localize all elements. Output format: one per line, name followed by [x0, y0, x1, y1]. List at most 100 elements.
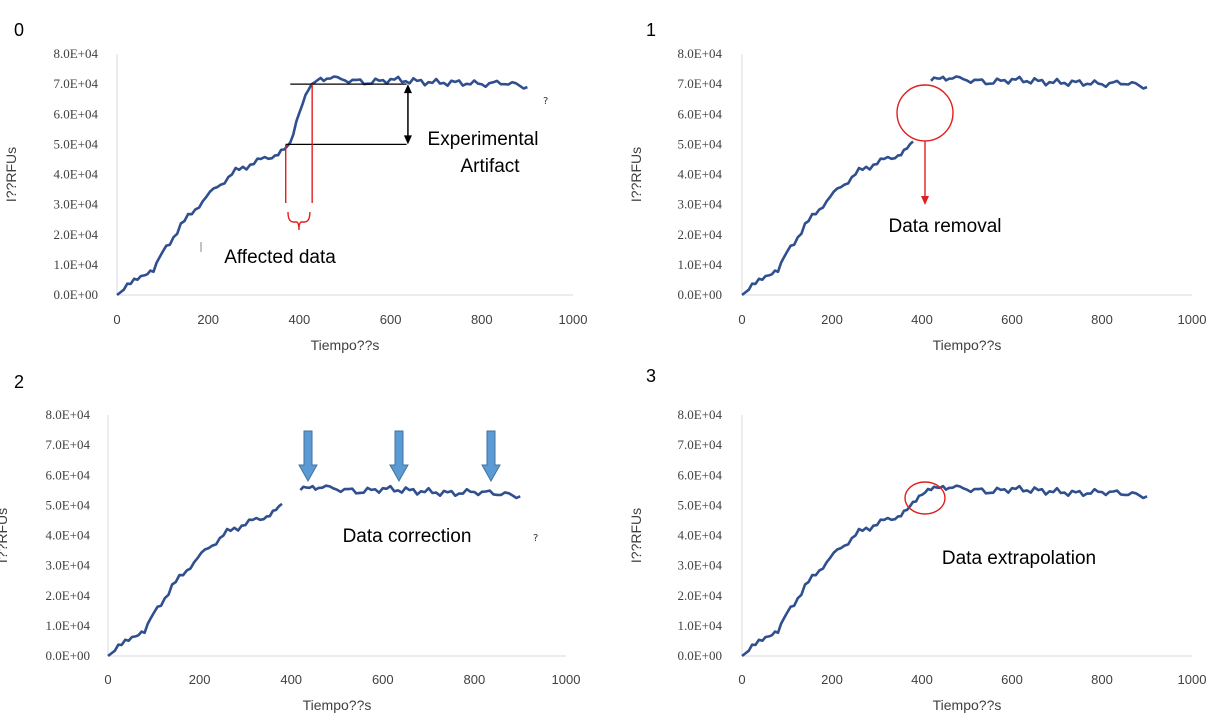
- y-axis-title: I??RFUs: [628, 147, 644, 202]
- annotation-experimental: Experimental: [428, 129, 539, 150]
- y-tick-label: 5.0E+04: [53, 136, 98, 151]
- x-tick-label: 400: [289, 312, 311, 327]
- affected-brace: [287, 211, 311, 231]
- panel-label: 3: [646, 366, 656, 386]
- series-line-1: [299, 484, 521, 500]
- y-tick-label: 5.0E+04: [677, 497, 722, 512]
- x-axis-title: Tiempo??s: [303, 697, 372, 713]
- y-tick-label: 1.0E+04: [45, 618, 90, 633]
- y-tick-label: 7.0E+04: [677, 437, 722, 452]
- y-tick-label: 3.0E+04: [53, 197, 98, 212]
- y-tick-label: 2.0E+04: [677, 588, 722, 603]
- chart-panel-0: 0 0.0E+00 1.0E+04 2.0E+04 3.0E+04 4.0E+04 5.0E…: [3, 20, 587, 353]
- y-tick-label: 0.0E+00: [677, 648, 722, 663]
- x-tick-label: 800: [471, 312, 493, 327]
- y-tick-label: 4.0E+04: [677, 528, 722, 543]
- x-tick-label: 600: [1001, 672, 1023, 687]
- removal-arrowhead: [921, 196, 929, 205]
- annotation-affected-data: Affected data: [224, 247, 336, 268]
- arrowhead-down: [403, 135, 412, 145]
- y-tick-label: 6.0E+04: [53, 106, 98, 121]
- y-tick-label: 6.0E+04: [677, 106, 722, 121]
- y-tick-label: 6.0E+04: [45, 467, 90, 482]
- y-tick-label: 3.0E+04: [677, 558, 722, 573]
- x-axis-title: Tiempo??s: [311, 337, 380, 353]
- y-axis-title: I??RFUs: [628, 508, 644, 563]
- panel-label: 0: [14, 20, 24, 40]
- y-tick-label: 8.0E+04: [677, 46, 722, 61]
- x-tick-label: 200: [821, 672, 843, 687]
- series-line-0: [107, 502, 283, 658]
- panel-label: 2: [14, 372, 24, 392]
- x-tick-label: 600: [372, 672, 394, 687]
- x-tick-label: 0: [738, 312, 745, 327]
- y-tick-label: 3.0E+04: [45, 558, 90, 573]
- x-tick-label: 1000: [1178, 672, 1207, 687]
- y-tick-label: 0.0E+00: [53, 287, 98, 302]
- chart-panel-1: 1 0.0E+00 1.0E+04 2.0E+04 3.0E+04 4.0E+04 5.0E…: [628, 20, 1206, 353]
- x-tick-label: 1000: [552, 672, 581, 687]
- y-tick-label: 1.0E+04: [677, 257, 722, 272]
- annotation-data-correction: Data correction: [343, 526, 472, 547]
- x-tick-label: 0: [738, 672, 745, 687]
- y-tick-label: 3.0E+04: [677, 197, 722, 212]
- x-tick-label: 600: [1001, 312, 1023, 327]
- y-tick-label: 7.0E+04: [45, 437, 90, 452]
- x-tick-label: 200: [189, 672, 211, 687]
- x-tick-label: 0: [104, 672, 111, 687]
- y-tick-label: 7.0E+04: [53, 76, 98, 91]
- x-tick-label: 400: [280, 672, 302, 687]
- annotation-data-removal: Data removal: [889, 216, 1002, 237]
- series-line-1: [930, 75, 1148, 90]
- chart-panel-3: 3 0.0E+00 1.0E+04 2.0E+04 3.0E+04 4.0E+04 5.0E…: [628, 366, 1206, 713]
- y-tick-label: 4.0E+04: [53, 167, 98, 182]
- x-axis-title: Tiempo??s: [933, 337, 1002, 353]
- y-tick-label: 2.0E+04: [53, 227, 98, 242]
- arrowhead-up: [403, 84, 412, 94]
- x-tick-label: 400: [911, 312, 933, 327]
- y-tick-label: 2.0E+04: [677, 227, 722, 242]
- x-tick-label: 200: [821, 312, 843, 327]
- correction-arrow-2: [481, 430, 501, 483]
- x-tick-label: 800: [1091, 312, 1113, 327]
- x-tick-label: 1000: [1178, 312, 1207, 327]
- stray-glyph: ?: [533, 533, 538, 544]
- y-tick-label: 8.0E+04: [677, 407, 722, 422]
- y-tick-label: 0.0E+00: [677, 287, 722, 302]
- x-tick-label: 1000: [559, 312, 588, 327]
- y-tick-label: 0.0E+00: [45, 648, 90, 663]
- removal-circle: [896, 84, 954, 142]
- y-tick-label: 4.0E+04: [677, 167, 722, 182]
- y-tick-label: 8.0E+04: [45, 407, 90, 422]
- x-tick-label: 800: [1091, 672, 1113, 687]
- y-tick-label: 2.0E+04: [45, 588, 90, 603]
- panel-label: 1: [646, 20, 656, 40]
- y-axis-title: I??RFUs: [0, 508, 10, 563]
- y-tick-label: 5.0E+04: [45, 497, 90, 512]
- x-tick-label: 800: [464, 672, 486, 687]
- x-tick-label: 200: [197, 312, 219, 327]
- y-tick-label: 6.0E+04: [677, 467, 722, 482]
- extrapolation-circle: [904, 481, 946, 515]
- chart-panel-2: 2 0.0E+00 1.0E+04 2.0E+04 3.0E+04 4.0E+04 5.0E…: [0, 372, 580, 713]
- correction-arrow-0: [298, 430, 318, 483]
- annotation-artifact: Artifact: [460, 156, 520, 177]
- correction-arrow-1: [389, 430, 409, 483]
- y-tick-label: 5.0E+04: [677, 136, 722, 151]
- annotation-data-extrapolation: Data extrapolation: [942, 548, 1096, 569]
- y-tick-label: 8.0E+04: [53, 46, 98, 61]
- y-tick-label: 1.0E+04: [677, 618, 722, 633]
- series-line-0: [741, 140, 914, 297]
- series-line-0: [741, 484, 1148, 658]
- y-axis-title: I??RFUs: [3, 147, 19, 202]
- series-line-0: [116, 75, 528, 297]
- y-tick-label: 1.0E+04: [53, 257, 98, 272]
- y-tick-label: 4.0E+04: [45, 528, 90, 543]
- x-tick-label: 0: [113, 312, 120, 327]
- stray-glyph: ?: [543, 96, 548, 107]
- x-tick-label: 600: [380, 312, 402, 327]
- x-tick-label: 400: [911, 672, 933, 687]
- x-axis-title: Tiempo??s: [933, 697, 1002, 713]
- y-tick-label: 7.0E+04: [677, 76, 722, 91]
